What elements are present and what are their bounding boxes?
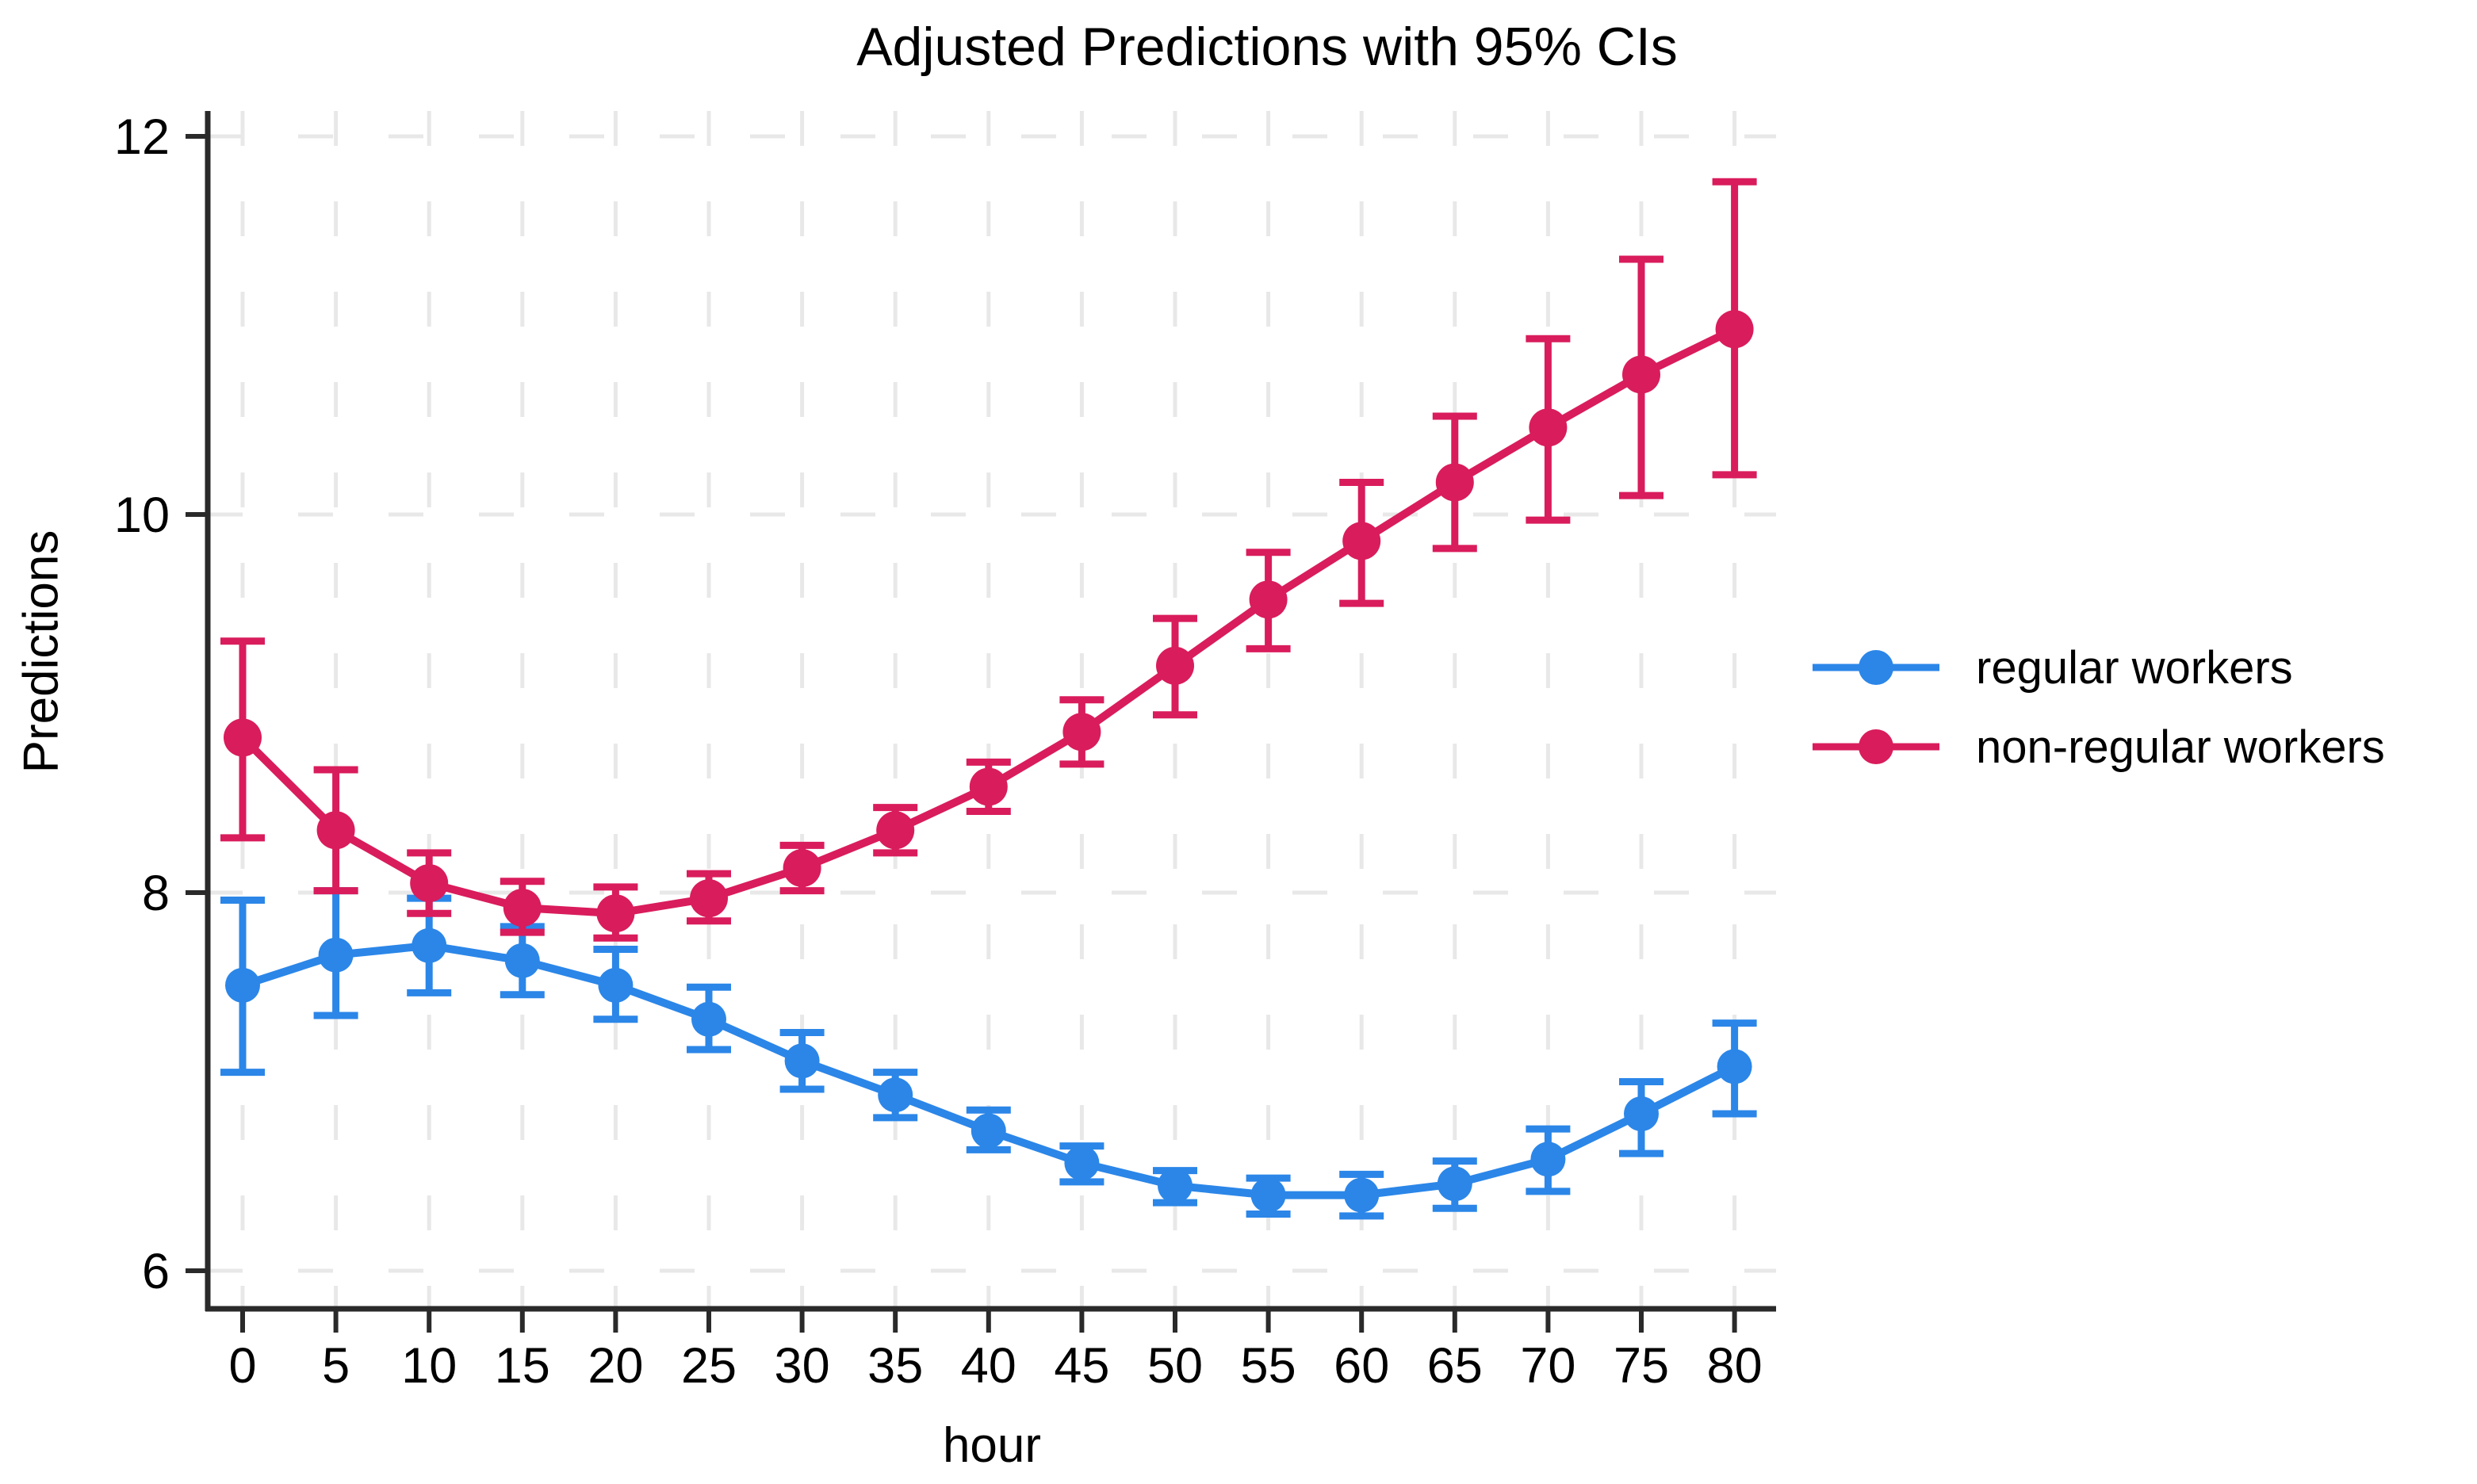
data-point-marker <box>503 889 542 928</box>
x-tick-label: 55 <box>1241 1338 1296 1394</box>
y-tick-label: 10 <box>114 488 170 543</box>
data-point-marker <box>1249 580 1288 619</box>
x-tick-label: 50 <box>1147 1338 1203 1394</box>
data-point-marker <box>318 937 354 973</box>
data-point-marker <box>598 967 634 1003</box>
legend-item-regular-workers: regular workers <box>1809 628 2385 707</box>
data-point-marker <box>410 864 449 903</box>
data-point-marker <box>1250 1177 1286 1213</box>
x-tick-label: 15 <box>495 1338 550 1394</box>
x-tick-label: 60 <box>1334 1338 1389 1394</box>
data-point-marker <box>878 1077 913 1113</box>
data-point-marker <box>1062 713 1101 752</box>
data-point-marker <box>1435 463 1474 502</box>
y-tick-label: 6 <box>142 1244 170 1299</box>
y-tick-label: 12 <box>114 109 170 165</box>
y-tick-label: 8 <box>142 866 170 921</box>
data-point-marker <box>1064 1146 1100 1181</box>
data-point-marker <box>1344 1177 1380 1213</box>
data-point-marker <box>412 928 447 963</box>
data-point-marker <box>691 1001 726 1037</box>
data-point-marker <box>784 1043 820 1079</box>
legend-label-regular-workers: regular workers <box>1976 641 2293 694</box>
x-tick-label: 45 <box>1054 1338 1109 1394</box>
data-point-marker <box>224 718 262 757</box>
series-non-regular-workers <box>220 178 1757 942</box>
legend-line-dot-icon <box>1813 650 1939 685</box>
data-point-marker <box>1156 646 1194 685</box>
data-point-marker <box>876 811 915 850</box>
data-point-marker <box>1715 310 1754 349</box>
data-point-marker <box>1437 1166 1472 1202</box>
data-point-marker <box>1530 1142 1566 1177</box>
x-tick-label: 65 <box>1427 1338 1483 1394</box>
x-tick-label: 30 <box>775 1338 830 1394</box>
x-tick-label: 35 <box>867 1338 923 1394</box>
data-point-marker <box>1622 355 1660 394</box>
x-axis-title: hour <box>942 1418 1042 1473</box>
legend-line-dot-icon <box>1813 729 1939 764</box>
data-point-marker <box>783 848 821 887</box>
x-tick-label: 10 <box>401 1338 457 1394</box>
y-axis-title: Predictions <box>13 530 69 774</box>
data-point-marker <box>1342 522 1381 560</box>
data-point-marker <box>969 767 1008 806</box>
data-point-marker <box>1624 1096 1659 1132</box>
data-point-marker <box>1158 1168 1193 1203</box>
x-tick-label: 20 <box>588 1338 643 1394</box>
data-point-marker <box>316 811 355 850</box>
x-tick-label: 40 <box>961 1338 1016 1394</box>
data-point-marker <box>225 967 260 1003</box>
data-point-marker <box>971 1113 1006 1149</box>
series-regular-workers <box>220 887 1757 1220</box>
x-tick-label: 25 <box>681 1338 737 1394</box>
x-tick-label: 0 <box>228 1338 256 1394</box>
data-point-marker <box>596 894 635 933</box>
series-line <box>241 941 1736 1199</box>
legend-label-non-regular-workers: non-regular workers <box>1976 721 2385 773</box>
axes: 6 8 10 12 0 5 10 15 20 25 30 35 40 45 50 55 60 65 70 75 80 <box>114 109 1776 1394</box>
x-tick-label: 70 <box>1520 1338 1575 1394</box>
data-point-marker <box>1717 1049 1752 1084</box>
legend: regular workers non-regular workers <box>1809 628 2385 786</box>
x-tick-label: 80 <box>1707 1338 1763 1394</box>
data-point-marker <box>1529 408 1568 447</box>
legend-item-non-regular-workers: non-regular workers <box>1809 707 2385 786</box>
data-point-marker <box>690 879 728 918</box>
x-tick-label: 5 <box>322 1338 350 1394</box>
chart-title: Adjusted Predictions with 95% CIs <box>856 17 1678 77</box>
data-point-marker <box>504 943 540 978</box>
x-tick-label: 75 <box>1614 1338 1669 1394</box>
